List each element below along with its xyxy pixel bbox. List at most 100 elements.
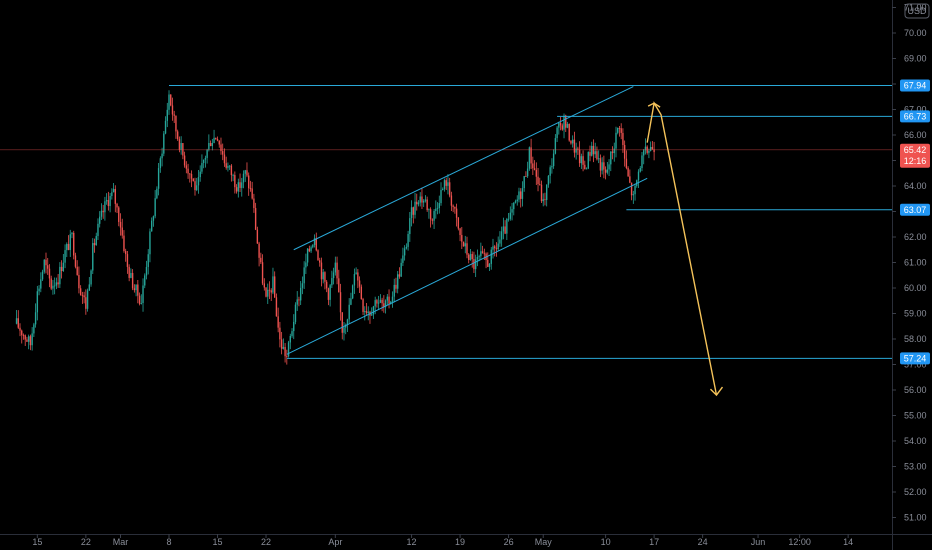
candle-body	[223, 154, 226, 164]
candle-body	[509, 212, 512, 219]
candle-body	[360, 286, 363, 300]
candle-body	[405, 246, 408, 249]
candle-body	[241, 182, 243, 188]
candle-body	[213, 137, 215, 143]
candle-body	[466, 243, 468, 255]
candle-body	[218, 140, 220, 145]
time-tick-label: Jun	[751, 537, 766, 547]
candle-body	[395, 284, 397, 289]
candle-body	[244, 170, 246, 174]
candle-body	[36, 291, 39, 313]
candle-body	[625, 158, 628, 169]
candle-body	[390, 301, 392, 304]
candle-body	[263, 283, 265, 288]
price-tag-63.07	[900, 203, 930, 216]
candle-body	[305, 262, 307, 268]
candle-body	[104, 201, 106, 213]
currency-badge-box	[904, 3, 930, 19]
candle-body	[178, 139, 181, 150]
candle-body	[471, 254, 473, 260]
candle-body	[189, 173, 191, 175]
candle-body	[126, 254, 129, 267]
candle-body	[417, 202, 420, 205]
drawings	[0, 85, 892, 397]
price-tick-label: 64.00	[904, 181, 927, 191]
price-tick-label: 56.00	[904, 385, 927, 395]
time-axis[interactable]: 15 22 Mar 8 15 22 Apr 12 19 26 May 10 17 24 Jun 12:00 14	[32, 534, 853, 547]
candle-body	[533, 168, 536, 170]
candle-body	[211, 142, 214, 147]
candle-body	[407, 234, 409, 247]
candle-body	[582, 156, 584, 165]
candle-body	[346, 319, 349, 325]
time-tick-label: Apr	[328, 537, 342, 547]
candle-body	[613, 148, 615, 154]
candle-body	[133, 288, 136, 291]
candle-body	[461, 235, 463, 242]
candle-body	[599, 158, 602, 171]
candle-body	[246, 170, 248, 176]
time-tick-label: 17	[649, 537, 659, 547]
candle-body	[107, 200, 110, 207]
candle-body	[296, 299, 298, 305]
candle-body	[81, 295, 84, 296]
price-tick-label: 70.00	[904, 28, 927, 38]
candle-body	[258, 243, 260, 258]
time-tick-label: 15	[32, 537, 42, 547]
candle-body	[154, 198, 156, 217]
candle-body	[547, 175, 550, 185]
price-tick-label: 71.00	[904, 3, 927, 13]
candle-body	[294, 304, 297, 322]
candle-body	[171, 105, 174, 115]
candle-body	[206, 149, 208, 158]
candle-body	[500, 231, 503, 240]
candle-body	[331, 278, 333, 286]
candle-body	[138, 295, 141, 304]
candle-body	[185, 165, 188, 169]
candle-body	[604, 169, 607, 173]
candle-body	[105, 200, 108, 202]
candle-body	[649, 146, 652, 151]
candle-body	[450, 195, 453, 206]
time-tick-label: 22	[81, 537, 91, 547]
candle-body	[112, 188, 115, 193]
candle-body	[440, 189, 442, 204]
candle-body	[568, 123, 570, 141]
candle-body	[225, 163, 227, 168]
candle-body	[254, 208, 257, 230]
candle-body	[506, 218, 508, 234]
candle-body	[48, 268, 51, 279]
candle-body	[476, 257, 479, 260]
candle-body	[329, 285, 331, 300]
candle-body	[73, 232, 75, 256]
candle-body	[575, 148, 577, 153]
candle-body	[442, 188, 444, 190]
price-axis[interactable]: 51.00 52.00 53.00 54.00 55.00 56.00 57.00 58.00…	[892, 3, 930, 523]
candle-body	[504, 226, 506, 234]
candle-body	[17, 318, 19, 328]
candle-body	[561, 125, 563, 130]
candle-body	[606, 169, 609, 173]
candle-body	[145, 266, 148, 276]
candle-body	[192, 178, 194, 182]
candle-body	[350, 298, 352, 305]
candle-body	[116, 203, 118, 208]
candle-body	[24, 335, 26, 340]
currency-badge[interactable]: USD	[904, 3, 930, 19]
candle-body	[397, 274, 399, 289]
candle-body	[594, 151, 596, 155]
candle-body	[511, 209, 513, 213]
candle-body	[313, 238, 316, 245]
candle-body	[317, 250, 319, 261]
candle-body	[130, 272, 132, 278]
candle-body	[537, 176, 539, 185]
price-tick-label: 58.00	[904, 334, 927, 344]
candle-body	[74, 255, 77, 267]
candle-body	[383, 303, 385, 308]
candle-body	[603, 162, 605, 170]
candle-body	[507, 218, 510, 220]
candle-body	[516, 199, 518, 202]
candle-body	[573, 139, 576, 153]
candle-body	[410, 207, 413, 219]
